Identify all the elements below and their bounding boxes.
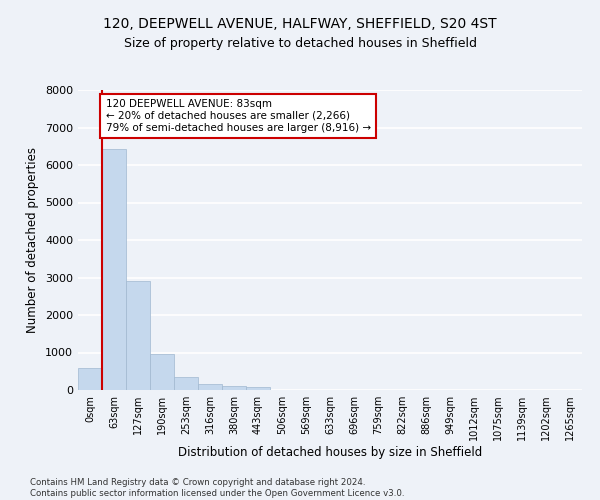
Text: 120 DEEPWELL AVENUE: 83sqm
← 20% of detached houses are smaller (2,266)
79% of s: 120 DEEPWELL AVENUE: 83sqm ← 20% of deta… (106, 100, 371, 132)
Text: Contains HM Land Registry data © Crown copyright and database right 2024.
Contai: Contains HM Land Registry data © Crown c… (30, 478, 404, 498)
Bar (126, 280, 150, 390)
Text: 120, DEEPWELL AVENUE, HALFWAY, SHEFFIELD, S20 4ST: 120, DEEPWELL AVENUE, HALFWAY, SHEFFIELD… (103, 18, 497, 32)
Bar (150, 354, 174, 390)
X-axis label: Distribution of detached houses by size in Sheffield: Distribution of detached houses by size … (178, 446, 482, 459)
Bar (198, 384, 222, 390)
Bar (246, 386, 270, 390)
Bar (102, 149, 126, 390)
Text: Size of property relative to detached houses in Sheffield: Size of property relative to detached ho… (124, 38, 476, 51)
Bar (222, 386, 246, 390)
Y-axis label: Number of detached properties: Number of detached properties (26, 147, 40, 333)
Bar (78, 368, 102, 390)
Bar (174, 376, 198, 390)
